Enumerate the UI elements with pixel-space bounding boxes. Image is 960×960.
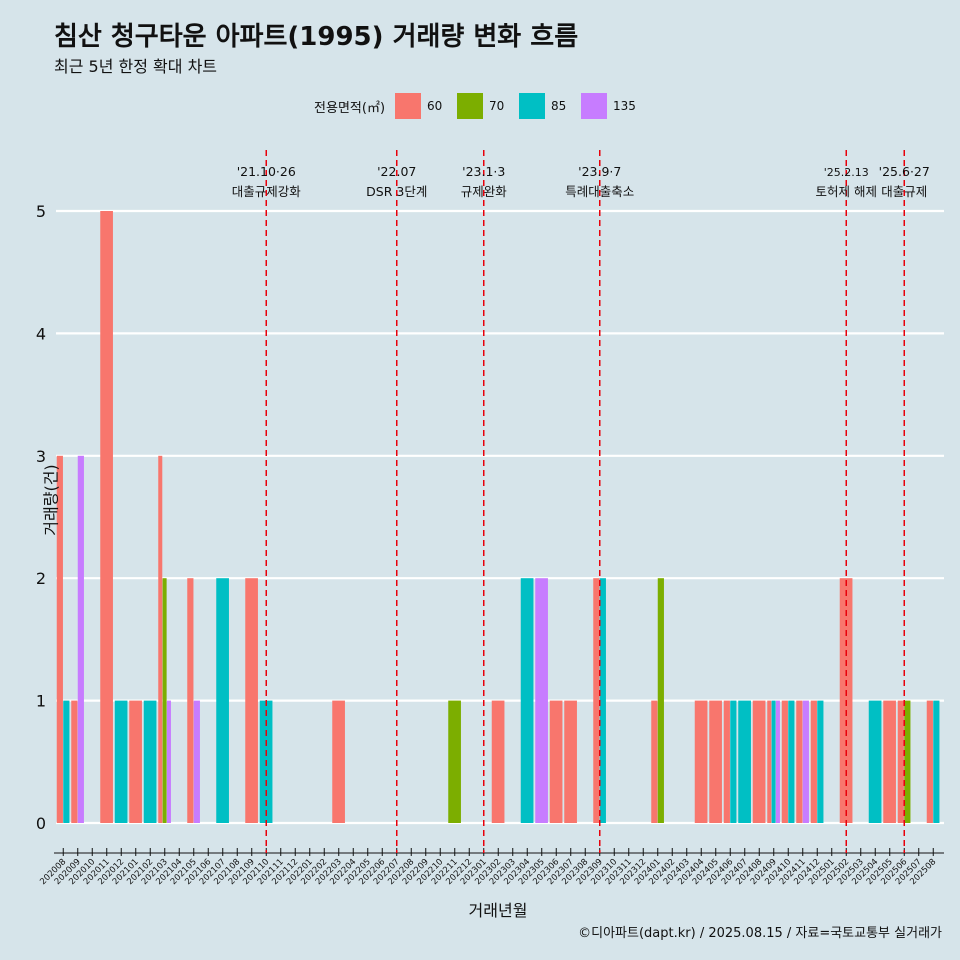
y-tick-label-4: 4 bbox=[36, 324, 46, 343]
bar-202012-85 bbox=[114, 700, 128, 823]
bar-202408-60 bbox=[752, 700, 766, 823]
bar-202404-60 bbox=[694, 700, 708, 823]
bar-202409-85 bbox=[771, 700, 776, 823]
bar-202411-135 bbox=[802, 700, 809, 823]
chart-title: 침산 청구타운 아파트(1995) 거래량 변화 흐름 bbox=[54, 22, 579, 52]
caption: ©디아파트(dapt.kr) / 2025.08.15 / 자료=국토교통부 실… bbox=[578, 926, 942, 941]
bar-202105-60 bbox=[187, 578, 194, 823]
bar-202508-85 bbox=[933, 700, 940, 823]
event-date-1: '22.07 bbox=[377, 164, 416, 179]
bar-202102-85 bbox=[143, 700, 157, 823]
legend-label-85: 85 bbox=[551, 99, 567, 113]
bar-202101-60 bbox=[129, 700, 142, 823]
event-label-5: 대출규제 bbox=[881, 184, 927, 199]
legend-swatch-85 bbox=[519, 93, 546, 119]
bar-202506-70 bbox=[904, 700, 911, 823]
bar-202505-60 bbox=[883, 700, 896, 823]
bar-202011-60 bbox=[100, 211, 113, 823]
bar-202008-60 bbox=[56, 455, 63, 823]
legend-swatch-70 bbox=[457, 93, 484, 119]
chart-subtitle: 최근 5년 한정 확대 차트 bbox=[54, 57, 218, 76]
legend-item-70: 70 bbox=[457, 93, 515, 119]
legend-swatch-135 bbox=[581, 93, 608, 119]
bar-202203-60 bbox=[332, 700, 345, 823]
bar-202406-85 bbox=[730, 700, 737, 823]
event-date-2: '23.1·3 bbox=[462, 164, 505, 179]
y-tick-label-2: 2 bbox=[36, 569, 46, 588]
bar-202504-85 bbox=[868, 700, 882, 823]
legend-item-85: 85 bbox=[519, 93, 577, 119]
event-date-4: '25.2.13 bbox=[824, 166, 869, 179]
bar-202305-135 bbox=[535, 578, 548, 823]
bar-202411-60 bbox=[796, 700, 803, 823]
y-tick-label-3: 3 bbox=[36, 447, 46, 466]
bar-202401-70 bbox=[657, 578, 664, 823]
y-tick-label-0: 0 bbox=[36, 814, 46, 833]
y-tick-label-1: 1 bbox=[36, 692, 46, 711]
bar-202107-85 bbox=[216, 578, 229, 823]
bar-202410-60 bbox=[781, 700, 788, 823]
bar-202412-85 bbox=[817, 700, 824, 823]
legend-swatch-60 bbox=[395, 93, 422, 119]
bar-202306-60 bbox=[549, 700, 563, 823]
x-axis-label: 거래년월 bbox=[468, 901, 528, 920]
bar-202405-60 bbox=[709, 700, 722, 823]
event-label-0: 대출규제강화 bbox=[232, 184, 302, 199]
bar-202407-85 bbox=[738, 700, 751, 823]
bar-202508-60 bbox=[926, 700, 933, 823]
event-label-2: 규제완화 bbox=[461, 184, 508, 199]
legend-label-135: 135 bbox=[613, 99, 636, 113]
bar-202307-60 bbox=[564, 700, 577, 823]
event-label-3: 특례대출축소 bbox=[565, 184, 634, 199]
bar-202309-85 bbox=[599, 578, 606, 823]
bar-202109-60 bbox=[245, 578, 258, 823]
legend-title: 전용면적(㎡) bbox=[314, 100, 386, 116]
event-date-0: '21.10·26 bbox=[237, 164, 296, 179]
bar-202412-60 bbox=[810, 700, 817, 823]
legend-label-60: 60 bbox=[427, 99, 443, 113]
bar-202409-135 bbox=[775, 700, 780, 823]
bar-202103-60 bbox=[158, 455, 163, 823]
bar-202009-135 bbox=[77, 455, 84, 823]
bar-202304-85 bbox=[520, 578, 534, 823]
legend-item-60: 60 bbox=[395, 93, 453, 119]
bar-202211-70 bbox=[448, 700, 461, 823]
bar-202406-60 bbox=[723, 700, 730, 823]
event-label-4: 토허제 해제 bbox=[816, 184, 877, 199]
legend-item-135: 135 bbox=[581, 93, 642, 119]
legend: 전용면적(㎡) 60 70 85 135 bbox=[0, 93, 960, 119]
bar-202401-60 bbox=[651, 700, 658, 823]
bar-202009-60 bbox=[71, 700, 78, 823]
bar-202309-60 bbox=[593, 578, 600, 823]
bar-202410-85 bbox=[788, 700, 795, 823]
event-label-1: DSR 3단계 bbox=[366, 184, 427, 199]
bar-202103-135 bbox=[166, 700, 171, 823]
event-date-5: '25.6·27 bbox=[879, 164, 930, 179]
bar-202105-135 bbox=[193, 700, 200, 823]
bar-202506-60 bbox=[897, 700, 904, 823]
bar-202103-70 bbox=[162, 578, 167, 823]
y-axis-label: 거래량(건) bbox=[41, 464, 61, 536]
bar-202302-60 bbox=[491, 700, 505, 823]
bar-202409-60 bbox=[767, 700, 772, 823]
y-tick-label-5: 5 bbox=[36, 202, 46, 221]
bar-202008-85 bbox=[63, 700, 70, 823]
event-date-3: '23.9·7 bbox=[578, 164, 621, 179]
legend-label-70: 70 bbox=[489, 99, 505, 113]
